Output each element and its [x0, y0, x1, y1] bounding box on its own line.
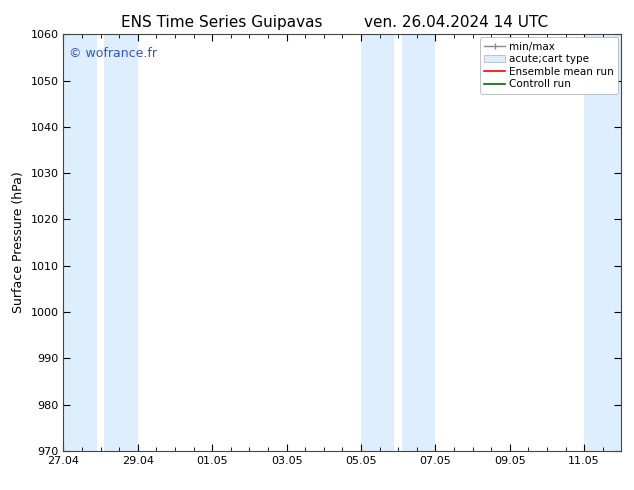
Bar [584, 34, 621, 451]
Bar [105, 34, 138, 451]
Text: ven. 26.04.2024 14 UTC: ven. 26.04.2024 14 UTC [365, 15, 548, 30]
Text: © wofrance.fr: © wofrance.fr [69, 47, 157, 60]
Text: ENS Time Series Guipavas: ENS Time Series Guipavas [121, 15, 323, 30]
Y-axis label: Surface Pressure (hPa): Surface Pressure (hPa) [12, 172, 25, 314]
Bar [361, 34, 394, 451]
Bar [63, 34, 97, 451]
Bar [402, 34, 436, 451]
Legend: min/max, acute;cart type, Ensemble mean run, Controll run: min/max, acute;cart type, Ensemble mean … [480, 37, 618, 94]
